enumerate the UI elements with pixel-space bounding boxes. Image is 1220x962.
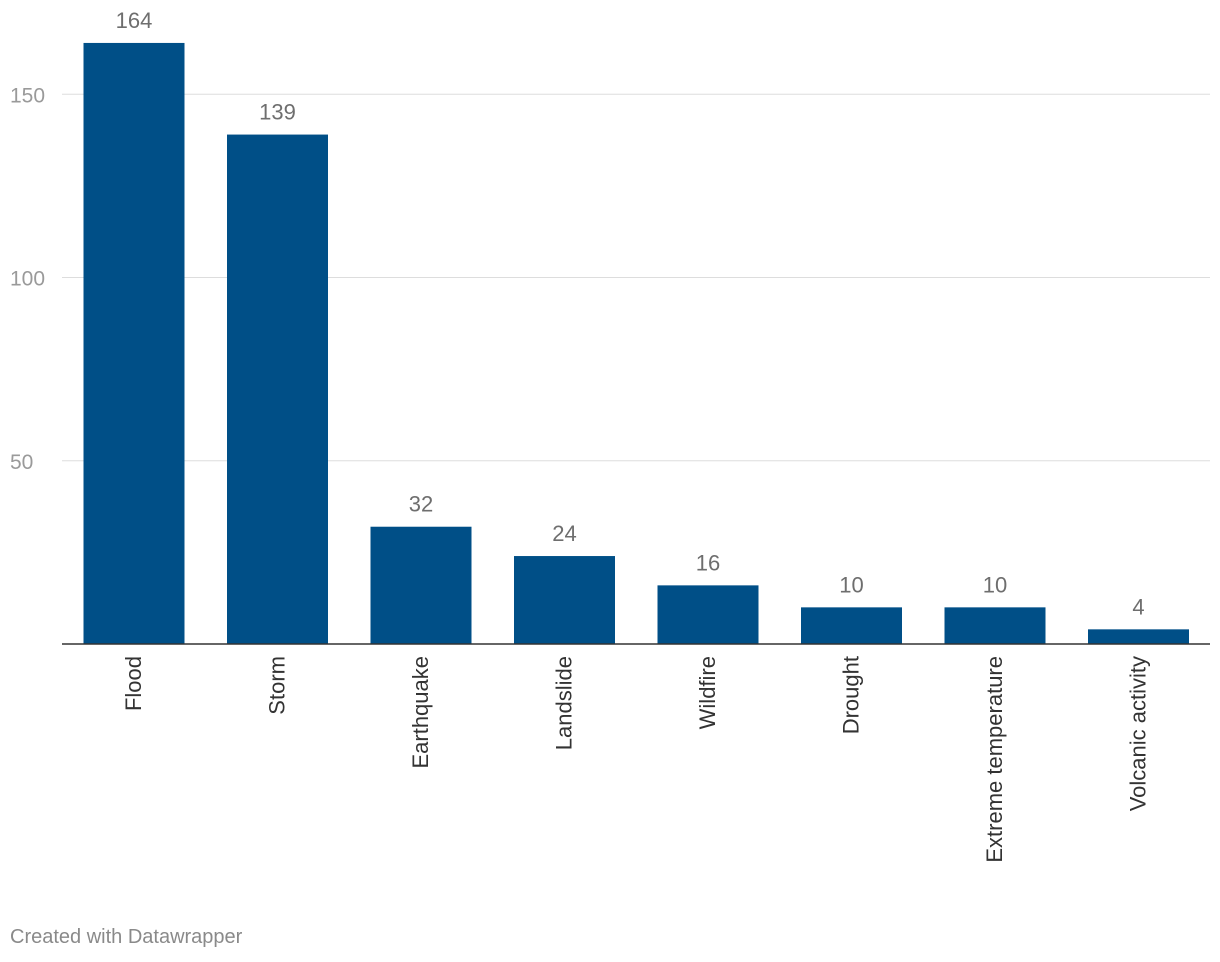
data-label: 24 <box>552 521 576 546</box>
bar <box>657 585 759 644</box>
y-tick-label: 50 <box>10 451 33 474</box>
category-label: Landslide <box>552 656 577 750</box>
category-label: Extreme temperature <box>982 656 1007 863</box>
y-axis-tick-labels: 50 100 150 <box>10 84 45 474</box>
bar <box>1088 629 1189 644</box>
data-label: 4 <box>1132 594 1144 619</box>
credit-footer: Created with Datawrapper <box>10 926 243 948</box>
data-label: 16 <box>696 550 720 575</box>
category-label: Flood <box>121 656 146 711</box>
category-label: Volcanic activity <box>1126 656 1151 811</box>
bar <box>944 607 1046 644</box>
bar <box>514 556 615 644</box>
data-label: 139 <box>259 100 296 125</box>
y-tick-label: 150 <box>10 84 45 107</box>
bars <box>83 42 1189 644</box>
bar <box>83 42 185 644</box>
bar <box>801 607 902 644</box>
data-labels: 164 139 32 24 16 10 10 4 <box>116 8 1145 619</box>
bar <box>227 134 328 644</box>
data-label: 32 <box>409 492 433 517</box>
category-label: Wildfire <box>695 656 720 729</box>
data-label: 10 <box>839 572 863 597</box>
bar-chart: 50 100 150 164 139 32 24 16 10 10 4 Flood Storm Ear… <box>10 8 1210 863</box>
data-label: 10 <box>983 572 1007 597</box>
y-tick-label: 100 <box>10 268 45 291</box>
category-label: Drought <box>839 656 864 734</box>
category-label: Storm <box>265 656 290 715</box>
bar <box>370 526 472 644</box>
x-axis-category-labels: Flood Storm Earthquake Landslide Wildfire Dro… <box>121 656 1151 863</box>
data-label: 164 <box>116 8 153 33</box>
category-label: Earthquake <box>408 656 433 769</box>
